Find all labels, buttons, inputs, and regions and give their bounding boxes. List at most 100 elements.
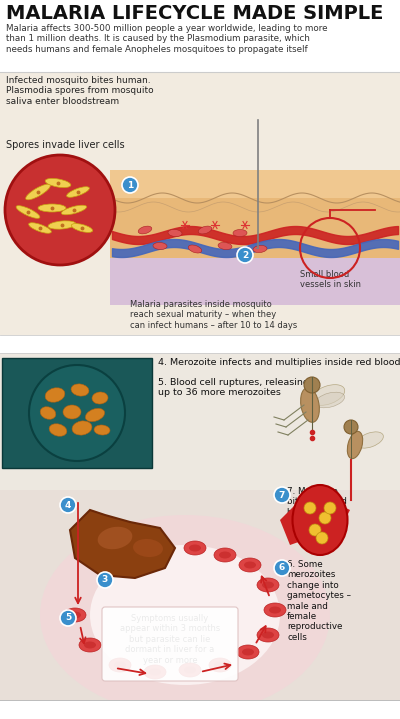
Circle shape xyxy=(319,512,331,524)
Text: 5: 5 xyxy=(65,613,71,623)
Ellipse shape xyxy=(144,665,166,679)
Text: Source: Graphic News: Source: Graphic News xyxy=(301,703,394,712)
Text: Infected mosquito bites human.
Plasmodia spores from mosquito
saliva enter blood: Infected mosquito bites human. Plasmodia… xyxy=(6,76,154,106)
FancyBboxPatch shape xyxy=(110,170,400,198)
Ellipse shape xyxy=(269,607,281,613)
Ellipse shape xyxy=(262,631,274,638)
Ellipse shape xyxy=(92,392,108,404)
Ellipse shape xyxy=(184,541,206,555)
Ellipse shape xyxy=(219,551,231,559)
Text: 4: 4 xyxy=(65,500,71,510)
Ellipse shape xyxy=(63,405,81,419)
FancyBboxPatch shape xyxy=(102,607,238,681)
Circle shape xyxy=(122,177,138,193)
Ellipse shape xyxy=(98,527,132,549)
Ellipse shape xyxy=(168,229,182,237)
Text: Malaria affects 300-500 million people a year worldwide, leading to more
than 1 : Malaria affects 300-500 million people a… xyxy=(6,24,328,54)
Text: Malaria parasites inside mosquito
reach sexual maturity – when they
can infect h: Malaria parasites inside mosquito reach … xyxy=(130,300,297,330)
Ellipse shape xyxy=(49,423,67,436)
Ellipse shape xyxy=(233,229,247,237)
Polygon shape xyxy=(70,510,175,578)
Ellipse shape xyxy=(218,242,232,249)
Text: Liver: Liver xyxy=(125,562,151,572)
Ellipse shape xyxy=(301,388,319,422)
Ellipse shape xyxy=(45,388,65,402)
Circle shape xyxy=(97,572,113,588)
Text: 7. Mosquito
bites infected
human. Cycle
begins again: 7. Mosquito bites infected human. Cycle … xyxy=(287,487,347,527)
Ellipse shape xyxy=(239,558,261,572)
Ellipse shape xyxy=(109,658,131,672)
Ellipse shape xyxy=(94,425,110,435)
Ellipse shape xyxy=(45,178,71,188)
Ellipse shape xyxy=(311,385,345,406)
Circle shape xyxy=(274,487,290,503)
Circle shape xyxy=(324,502,336,514)
Ellipse shape xyxy=(133,539,163,557)
FancyBboxPatch shape xyxy=(0,0,400,72)
Ellipse shape xyxy=(40,515,330,715)
Ellipse shape xyxy=(357,432,383,448)
Ellipse shape xyxy=(184,667,196,674)
Text: 1: 1 xyxy=(127,180,133,190)
Ellipse shape xyxy=(347,431,363,459)
Ellipse shape xyxy=(214,548,236,562)
Circle shape xyxy=(60,610,76,626)
Polygon shape xyxy=(280,505,350,545)
FancyBboxPatch shape xyxy=(0,353,400,493)
Circle shape xyxy=(309,524,321,536)
Ellipse shape xyxy=(153,242,167,249)
Text: MALARIA LIFECYCLE MADE SIMPLE: MALARIA LIFECYCLE MADE SIMPLE xyxy=(6,4,383,23)
FancyBboxPatch shape xyxy=(110,258,400,305)
Ellipse shape xyxy=(214,661,226,669)
Ellipse shape xyxy=(69,611,81,618)
Ellipse shape xyxy=(198,226,212,234)
Ellipse shape xyxy=(71,384,89,396)
Ellipse shape xyxy=(138,226,152,234)
Ellipse shape xyxy=(38,204,66,212)
Ellipse shape xyxy=(84,641,96,649)
Text: 7: 7 xyxy=(279,490,285,500)
Ellipse shape xyxy=(244,562,256,569)
Ellipse shape xyxy=(209,658,231,672)
Text: 5. Blood cell ruptures, releasing
up to 36 more merozoites: 5. Blood cell ruptures, releasing up to … xyxy=(158,378,309,398)
Circle shape xyxy=(29,365,125,461)
Text: 6: 6 xyxy=(279,564,285,572)
Ellipse shape xyxy=(29,223,51,233)
Text: 3: 3 xyxy=(102,575,108,585)
Ellipse shape xyxy=(48,221,76,229)
Ellipse shape xyxy=(71,224,93,232)
Text: Spores invade liver cells: Spores invade liver cells xyxy=(6,140,125,150)
Ellipse shape xyxy=(189,544,201,551)
Text: Small blood
vessels in skin: Small blood vessels in skin xyxy=(300,270,361,290)
Text: 6. Some
merozoites
change into
gametocytes –
male and
female
reproductive
cells: 6. Some merozoites change into gametocyt… xyxy=(287,560,351,642)
Circle shape xyxy=(344,420,358,434)
Ellipse shape xyxy=(26,184,50,200)
Ellipse shape xyxy=(85,408,105,421)
Ellipse shape xyxy=(253,245,267,252)
Text: 2: 2 xyxy=(242,250,248,260)
Ellipse shape xyxy=(237,645,259,659)
FancyBboxPatch shape xyxy=(0,335,400,353)
FancyBboxPatch shape xyxy=(0,72,400,335)
Ellipse shape xyxy=(315,392,345,408)
Ellipse shape xyxy=(72,421,92,435)
Ellipse shape xyxy=(179,663,201,677)
Circle shape xyxy=(274,560,290,576)
Ellipse shape xyxy=(257,628,279,642)
Ellipse shape xyxy=(62,205,86,215)
Ellipse shape xyxy=(114,661,126,669)
Circle shape xyxy=(304,502,316,514)
Ellipse shape xyxy=(188,245,202,253)
FancyBboxPatch shape xyxy=(0,700,400,719)
Ellipse shape xyxy=(90,545,280,685)
Circle shape xyxy=(304,377,320,393)
Ellipse shape xyxy=(64,608,86,622)
Text: 3. In one to three weeks spores multiply, producing up to 30,000 merozoites: 3. In one to three weeks spores multiply… xyxy=(5,337,369,346)
Ellipse shape xyxy=(16,206,40,219)
Ellipse shape xyxy=(292,485,348,555)
FancyBboxPatch shape xyxy=(0,490,400,705)
Ellipse shape xyxy=(149,669,161,675)
Ellipse shape xyxy=(67,187,89,197)
Ellipse shape xyxy=(242,649,254,656)
Circle shape xyxy=(60,497,76,513)
